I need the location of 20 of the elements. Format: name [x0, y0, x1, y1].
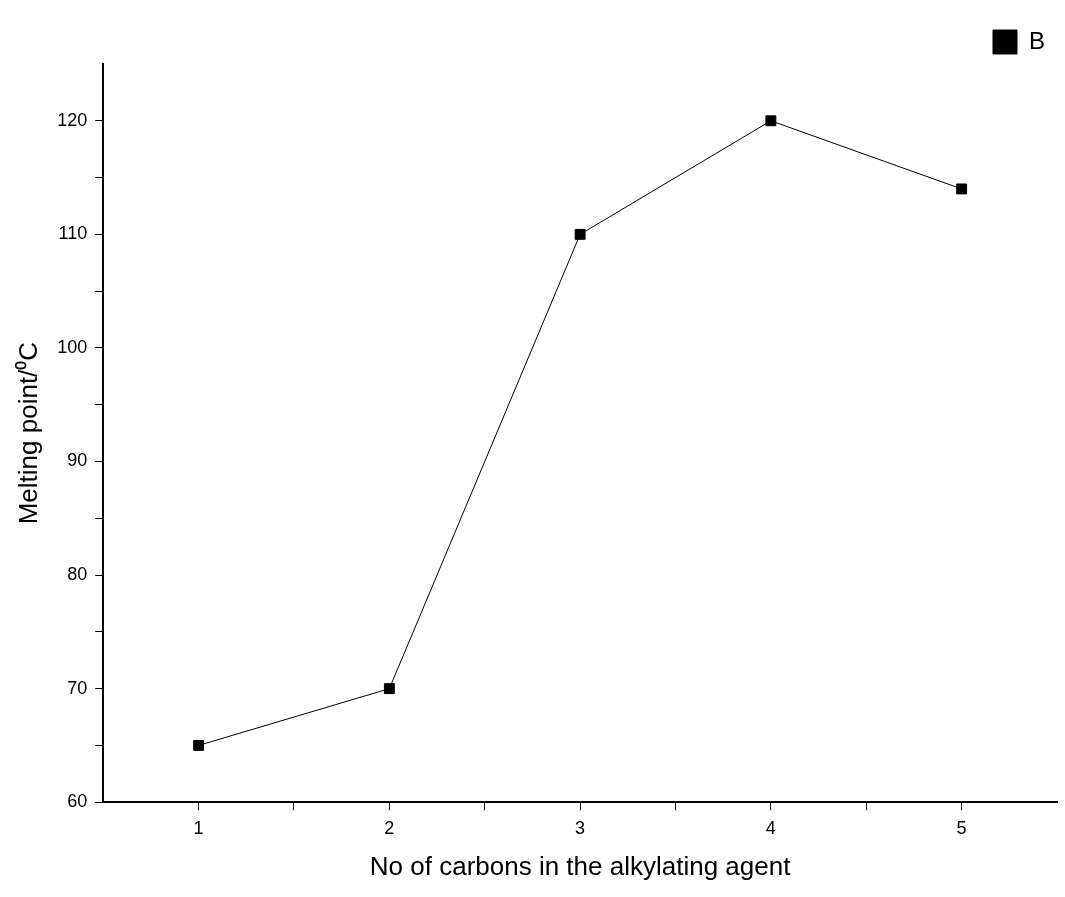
- y-tick-label: 90: [67, 450, 88, 471]
- y-tick-label: 80: [67, 564, 88, 585]
- point: [383, 683, 395, 695]
- x-tick-label: 4: [765, 817, 776, 838]
- point: [574, 228, 586, 240]
- y-axis-title: Melting point/⁰C: [12, 341, 43, 525]
- point: [193, 739, 205, 751]
- y-tick-label: 100: [57, 336, 88, 357]
- legend-label: B: [1028, 26, 1046, 54]
- x-tick-label: 5: [956, 817, 967, 838]
- y-tick-label: 60: [67, 791, 88, 812]
- point: [765, 115, 777, 127]
- x-tick-label: 3: [575, 817, 586, 838]
- y-tick-label: 110: [58, 223, 88, 244]
- y-tick-label: 120: [57, 109, 88, 130]
- x-tick-label: 2: [384, 817, 395, 838]
- y-tick-label: 70: [67, 677, 88, 698]
- point: [956, 183, 968, 195]
- x-tick-label: 1: [193, 817, 204, 838]
- x-axis-title: No of carbons in the alkylating agent: [369, 850, 792, 881]
